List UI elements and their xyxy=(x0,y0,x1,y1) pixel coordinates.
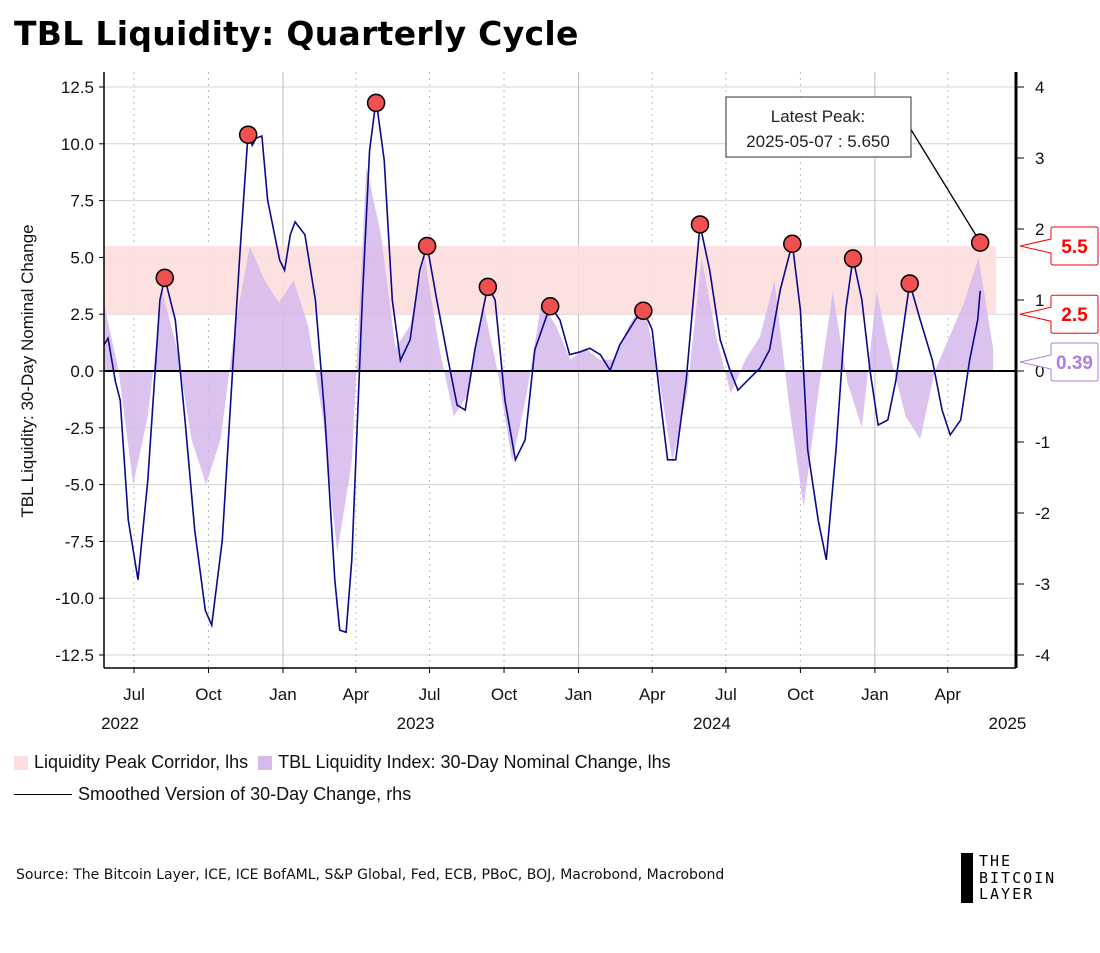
logo-bar xyxy=(961,853,973,903)
value-tag-label: 0.39 xyxy=(1056,353,1093,374)
left-tick-label: -5.0 xyxy=(65,476,94,495)
peak-marker xyxy=(478,277,498,297)
x-tick-label: Jan xyxy=(861,685,888,704)
x-tick-label: Jul xyxy=(419,685,441,704)
right-tick-label: -3 xyxy=(1035,575,1050,594)
chart-title: TBL Liquidity: Quarterly Cycle xyxy=(14,14,579,53)
right-tick-label: 3 xyxy=(1035,149,1044,168)
peak-marker xyxy=(155,268,175,288)
x-tick-label: Jul xyxy=(715,685,737,704)
peak-marker xyxy=(634,301,653,321)
right-tick-label: -4 xyxy=(1035,646,1050,665)
legend-line-label: Smoothed Version of 30-Day Change, rhs xyxy=(78,784,412,804)
left-tick-label: -12.5 xyxy=(55,646,94,665)
source-note: Source: The Bitcoin Layer, ICE, ICE BofA… xyxy=(16,867,725,883)
annotation-box xyxy=(725,96,912,158)
annotation-leader-line xyxy=(909,127,977,236)
value-tag-label: 2.5 xyxy=(1061,305,1088,326)
left-tick-label: 2.5 xyxy=(70,305,94,324)
x-tick-label: Oct xyxy=(491,685,518,704)
logo-line: LAYER xyxy=(979,885,1035,903)
area-layer xyxy=(104,166,994,553)
grid xyxy=(104,72,1016,668)
peak-marker xyxy=(843,249,863,268)
smoothed-line xyxy=(103,99,981,634)
left-tick-label: 12.5 xyxy=(61,78,94,97)
left-tick-label: 7.5 xyxy=(70,192,94,211)
line-layer xyxy=(103,99,1016,634)
peak-marker xyxy=(540,296,560,316)
peak-marker xyxy=(690,215,710,234)
x-year-label: 2024 xyxy=(693,714,731,733)
x-tick-label: Jan xyxy=(565,685,592,704)
legend-area-label: TBL Liquidity Index: 30-Day Nominal Chan… xyxy=(278,752,671,772)
x-tick-label: Jan xyxy=(269,685,296,704)
left-tick-label: -2.5 xyxy=(65,419,94,438)
peak-marker xyxy=(417,236,437,256)
peak-marker xyxy=(366,93,386,113)
x-tick-label: Apr xyxy=(343,685,370,704)
peak-marker xyxy=(238,125,258,144)
x-tick-label: Apr xyxy=(935,685,962,704)
annotation-line-2: 2025-05-07 : 5.650 xyxy=(746,132,890,151)
x-tick-label: Jul xyxy=(123,685,145,704)
x-tick-label: Oct xyxy=(195,685,222,704)
legend-row-2: Smoothed Version of 30-Day Change, rhs xyxy=(14,784,411,805)
left-tick-label: 0.0 xyxy=(70,362,94,381)
annotation-layer: Latest Peak: 2025-05-07 : 5.650 xyxy=(725,96,977,236)
x-tick-label: Oct xyxy=(787,685,814,704)
value-tag-box xyxy=(1019,342,1099,382)
right-tick-label: -1 xyxy=(1035,433,1050,452)
annotation-line-1: Latest Peak: xyxy=(771,107,866,126)
peak-marker xyxy=(970,233,990,252)
logo: THE BITCOIN LAYER xyxy=(961,853,1056,903)
value-tag-label: 5.5 xyxy=(1061,237,1088,258)
x-year-label: 2025 xyxy=(989,714,1027,733)
left-tick-label: 5.0 xyxy=(70,248,94,267)
right-tick-label: 1 xyxy=(1035,291,1044,310)
x-year-label: 2022 xyxy=(101,714,139,733)
right-tick-label: 2 xyxy=(1035,220,1044,239)
right-tick-label: 0 xyxy=(1035,362,1044,381)
legend-row-1: Liquidity Peak Corridor, lhs TBL Liquidi… xyxy=(14,752,671,773)
right-tick-label: -2 xyxy=(1035,504,1050,523)
right-tick-label: 4 xyxy=(1035,78,1044,97)
axes: 12.510.07.55.02.50.0-2.5-5.0-7.5-10.0-12… xyxy=(18,72,1050,733)
value-tag-box xyxy=(1019,226,1099,266)
left-tick-label: -7.5 xyxy=(65,532,94,551)
x-year-label: 2023 xyxy=(397,714,435,733)
legend-swatch-corridor xyxy=(14,755,28,770)
legend-swatch-area xyxy=(258,755,273,770)
legend-corridor-label: Liquidity Peak Corridor, lhs xyxy=(34,752,249,772)
peak-marker xyxy=(783,234,802,254)
peak-markers xyxy=(155,93,990,321)
liquidity-index-area xyxy=(104,166,994,553)
value-tags: 5.5 2.5 0.39 xyxy=(1019,226,1099,382)
x-tick-label: Apr xyxy=(639,685,666,704)
left-tick-label: 10.0 xyxy=(61,135,94,154)
legend-swatch-line xyxy=(14,793,72,796)
value-tag-box xyxy=(1019,294,1099,334)
peak-marker xyxy=(900,274,919,293)
logo-line: THE xyxy=(979,852,1013,870)
logo-line: BITCOIN xyxy=(979,868,1057,887)
left-tick-label: -10.0 xyxy=(55,589,94,608)
y-axis-title: TBL Liquidity: 30-Day Nominal Change xyxy=(18,224,37,517)
